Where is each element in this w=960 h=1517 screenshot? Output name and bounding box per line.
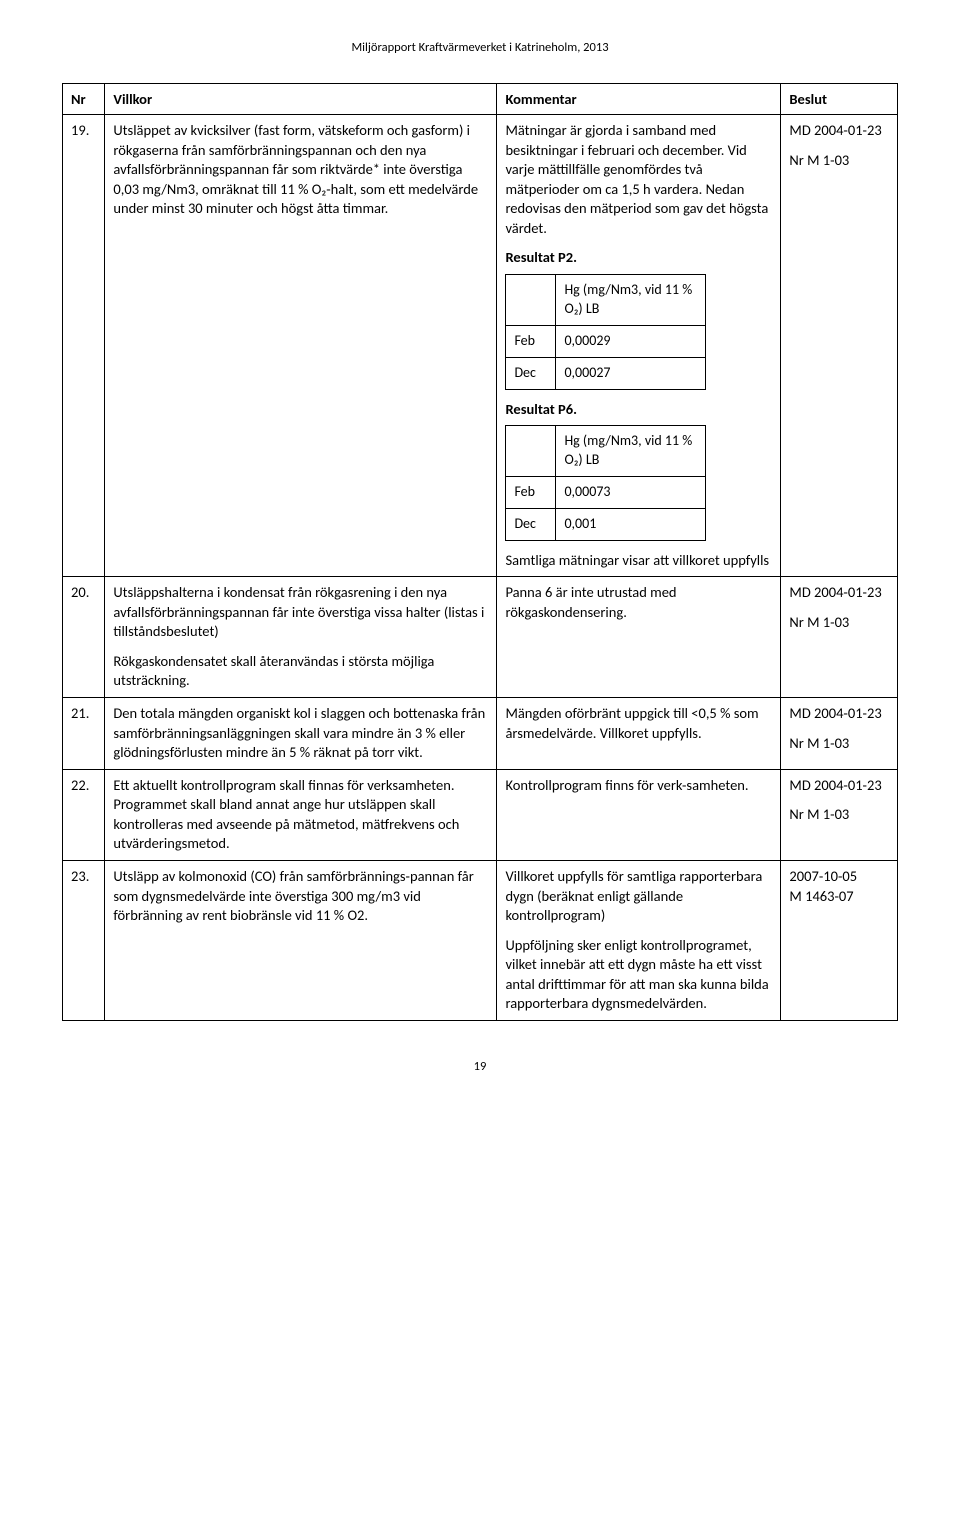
villkor-text: Utsläppet av kvicksilver (fast form, vät…: [113, 121, 488, 219]
inner-cell-month: Dec: [506, 508, 556, 540]
inner-cell-month: Feb: [506, 476, 556, 508]
cell-nr: 20.: [63, 577, 105, 698]
table-row: 19. Utsläppet av kvicksilver (fast form,…: [63, 115, 898, 577]
cell-nr: 21.: [63, 698, 105, 770]
cell-villkor: Utsläpp av kolmonoxid (CO) från samförbr…: [105, 860, 497, 1020]
result-p6-table: Hg (mg/Nm3, vid 11 % O₂) LB Feb 0,00073 …: [505, 425, 706, 541]
beslut-line: 2007-10-05: [789, 867, 889, 887]
kommentar-tail: Samtliga mätningar visar att villkoret u…: [505, 551, 772, 571]
table-row: 20. Utsläppshalterna i kondensat från rö…: [63, 577, 898, 698]
cell-kommentar: Panna 6 är inte utrustad med rökgaskonde…: [497, 577, 781, 698]
col-villkor: Villkor: [105, 84, 497, 115]
beslut-line: MD 2004-01-23: [789, 583, 889, 603]
cell-nr: 19.: [63, 115, 105, 577]
col-nr: Nr: [63, 84, 105, 115]
result-p2-table: Hg (mg/Nm3, vid 11 % O₂) LB Feb 0,00029 …: [505, 274, 706, 390]
inner-cell-value: 0,001: [556, 508, 706, 540]
cell-kommentar: Mängden oförbränt uppgick till <0,5 % so…: [497, 698, 781, 770]
inner-th-val: Hg (mg/Nm3, vid 11 % O₂) LB: [556, 274, 706, 325]
col-beslut: Beslut: [781, 84, 898, 115]
cell-kommentar: Villkoret uppfylls för samtliga rapporte…: [497, 860, 781, 1020]
beslut-line: Nr M 1-03: [789, 734, 889, 754]
table-header-row: Nr Villkor Kommentar Beslut: [63, 84, 898, 115]
inner-cell-month: Feb: [506, 325, 556, 357]
beslut-line: M 1463-07: [789, 887, 889, 907]
inner-cell-value: 0,00029: [556, 325, 706, 357]
cell-villkor: Den totala mängden organiskt kol i slagg…: [105, 698, 497, 770]
cell-villkor: Ett aktuellt kontrollprogram skall finna…: [105, 769, 497, 860]
result-p2-label: Resultat P2.: [505, 248, 772, 268]
beslut-line: MD 2004-01-23: [789, 776, 889, 796]
doc-header: Miljörapport Kraftvärmeverket i Katrineh…: [62, 40, 898, 55]
inner-th-empty: [506, 274, 556, 325]
cell-beslut: MD 2004-01-23 Nr M 1-03: [781, 577, 898, 698]
cell-beslut: MD 2004-01-23 Nr M 1-03: [781, 115, 898, 577]
kommentar-p1: Villkoret uppfylls för samtliga rapporte…: [505, 867, 772, 926]
table-row: 22. Ett aktuellt kontrollprogram skall f…: [63, 769, 898, 860]
cell-villkor: Utsläppet av kvicksilver (fast form, vät…: [105, 115, 497, 577]
villkor-p2: Rökgaskondensatet skall återanvändas i s…: [113, 652, 488, 691]
table-row: 21. Den totala mängden organiskt kol i s…: [63, 698, 898, 770]
villkor-p1: Utsläppshalterna i kondensat från rökgas…: [113, 583, 488, 642]
inner-cell-month: Dec: [506, 357, 556, 389]
beslut-line: MD 2004-01-23: [789, 121, 889, 141]
cell-nr: 23.: [63, 860, 105, 1020]
inner-th-empty: [506, 426, 556, 477]
cell-beslut: MD 2004-01-23 Nr M 1-03: [781, 769, 898, 860]
beslut-line: Nr M 1-03: [789, 805, 889, 825]
cell-nr: 22.: [63, 769, 105, 860]
table-row: 23. Utsläpp av kolmonoxid (CO) från samf…: [63, 860, 898, 1020]
beslut-line: Nr M 1-03: [789, 613, 889, 633]
cell-kommentar: Mätningar är gjorda i samband med besikt…: [497, 115, 781, 577]
kommentar-p2: Uppföljning sker enligt kontrollprograme…: [505, 936, 772, 1014]
conditions-table: Nr Villkor Kommentar Beslut 19. Utsläppe…: [62, 83, 898, 1021]
cell-villkor: Utsläppshalterna i kondensat från rökgas…: [105, 577, 497, 698]
result-p6-label: Resultat P6.: [505, 400, 772, 420]
inner-cell-value: 0,00027: [556, 357, 706, 389]
cell-beslut: 2007-10-05 M 1463-07: [781, 860, 898, 1020]
page-number: 19: [62, 1059, 898, 1074]
kommentar-para: Mätningar är gjorda i samband med besikt…: [505, 121, 772, 238]
beslut-line: Nr M 1-03: [789, 151, 889, 171]
cell-beslut: MD 2004-01-23 Nr M 1-03: [781, 698, 898, 770]
cell-kommentar: Kontrollprogram finns för verk-samheten.: [497, 769, 781, 860]
inner-th-val: Hg (mg/Nm3, vid 11 % O₂) LB: [556, 426, 706, 477]
col-kommentar: Kommentar: [497, 84, 781, 115]
inner-cell-value: 0,00073: [556, 476, 706, 508]
beslut-line: MD 2004-01-23: [789, 704, 889, 724]
